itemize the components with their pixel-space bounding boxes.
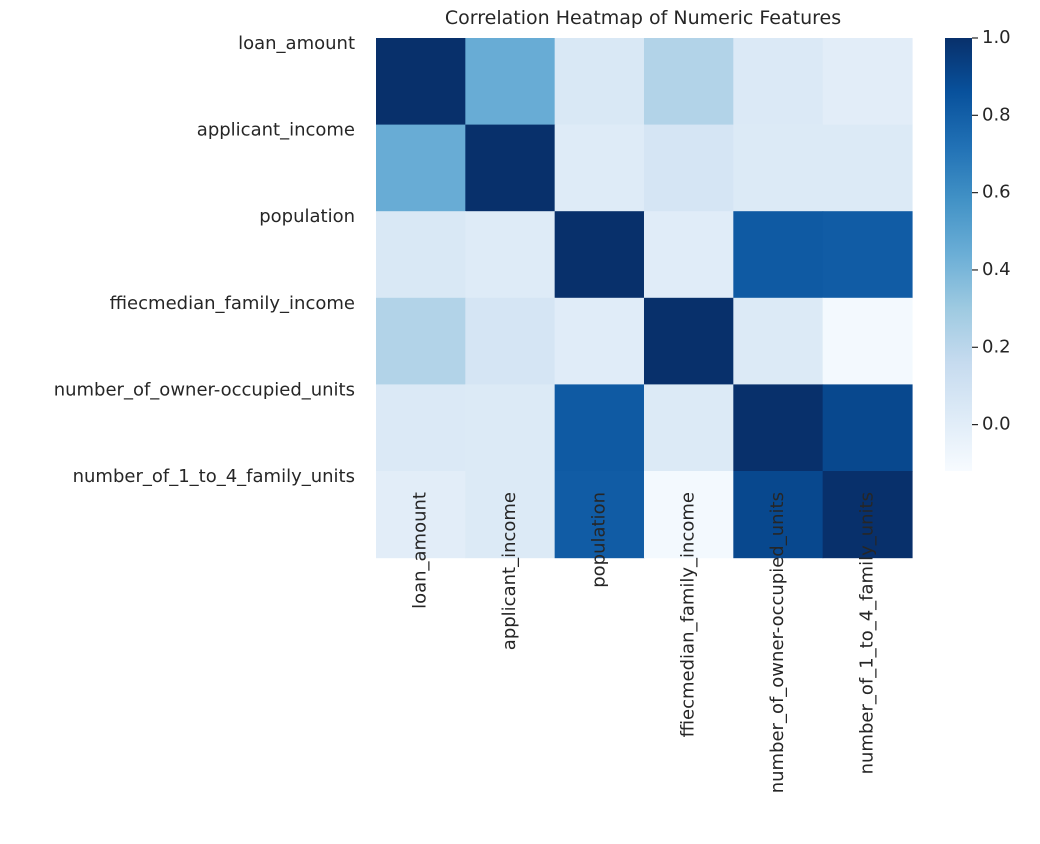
heatmap-cell [643, 384, 734, 472]
heatmap-cell [376, 471, 466, 559]
heatmap-cell [822, 297, 913, 385]
heatmap-cell [554, 297, 645, 385]
heatmap-cell [822, 384, 913, 472]
row-label: number_of_1_to_4_family_units [73, 466, 355, 487]
heatmap-cell [733, 471, 824, 559]
row-label: population [259, 206, 355, 227]
heatmap-cell [822, 124, 913, 212]
heatmap-cell [554, 38, 645, 126]
heatmap-cell [465, 384, 556, 472]
colorbar [945, 38, 972, 471]
heatmap-cells [376, 38, 913, 559]
heatmap-cell [822, 471, 913, 559]
heatmap-cell [733, 38, 824, 126]
column-label: number_of_owner-occupied_units [767, 492, 788, 793]
heatmap-cell [376, 384, 466, 472]
column-label: applicant_income [499, 492, 520, 650]
heatmap-cell [733, 384, 824, 472]
heatmap-cell [643, 297, 734, 385]
row-label: applicant_income [197, 120, 355, 141]
heatmap-cell [822, 38, 913, 126]
heatmap-cell [376, 124, 466, 212]
chart-title: Correlation Heatmap of Numeric Features [445, 7, 841, 29]
heatmap-cell [376, 297, 466, 385]
heatmap-cell [733, 211, 824, 299]
heatmap-cell [376, 211, 466, 299]
colorbar-tick-label: 0.2 [982, 336, 1011, 357]
heatmap-cell [465, 471, 556, 559]
heatmap-cell [376, 38, 466, 126]
heatmap-cell [554, 471, 645, 559]
row-label: loan_amount [238, 33, 355, 54]
colorbar-tick-label: 0.4 [982, 259, 1011, 280]
heatmap-cell [643, 38, 734, 126]
heatmap-cell [643, 471, 734, 559]
heatmap-cell [822, 211, 913, 299]
column-label: ffiecmedian_family_income [678, 492, 699, 737]
colorbar-tick-label: 1.0 [982, 27, 1011, 48]
heatmap-cell [554, 384, 645, 472]
colorbar-tick-label: 0.0 [982, 414, 1011, 435]
column-labels: loan_amount applicant_income population ffi… [410, 492, 878, 793]
heatmap-cell [465, 124, 556, 212]
row-label: ffiecmedian_family_income [110, 293, 355, 314]
heatmap-cell [554, 211, 645, 299]
row-labels: loan_amount applicant_income population ffi… [54, 33, 355, 487]
heatmap-cell [733, 124, 824, 212]
colorbar-tick-label: 0.8 [982, 104, 1011, 125]
column-label: population [588, 492, 609, 588]
row-label: number_of_owner-occupied_units [54, 379, 355, 400]
heatmap-cell [465, 211, 556, 299]
heatmap-cell [643, 211, 734, 299]
heatmap-cell [465, 297, 556, 385]
heatmap-cell [465, 38, 556, 126]
colorbar-ticks: 1.0 0.8 0.6 0.4 0.2 0.0 [972, 27, 1011, 435]
heatmap-cell [554, 124, 645, 212]
heatmap-cell [733, 297, 824, 385]
column-label: loan_amount [410, 492, 431, 609]
heatmap-cell [643, 124, 734, 212]
colorbar-tick-label: 0.6 [982, 182, 1011, 203]
column-label: number_of_1_to_4_family_units [856, 492, 877, 774]
